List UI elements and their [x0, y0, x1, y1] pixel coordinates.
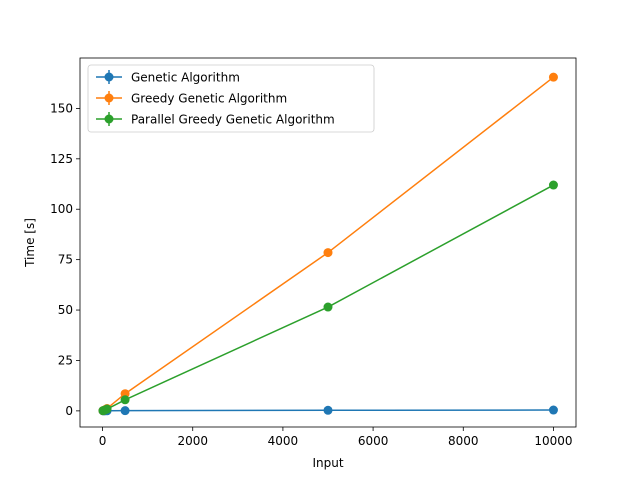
y-axis-label: Time [s]	[23, 218, 37, 268]
data-point	[323, 248, 333, 258]
x-axis-ticks: 0 2000 4000 6000 8000 10000	[99, 427, 573, 448]
y-tick-label: 50	[58, 303, 73, 317]
x-tick-label: 4000	[268, 434, 299, 448]
x-tick-label: 0	[99, 434, 107, 448]
legend: Genetic Algorithm Greedy Genetic Algorith…	[87, 64, 375, 133]
legend-label: Genetic Algorithm	[131, 71, 240, 85]
data-point	[548, 405, 558, 415]
data-point	[548, 72, 558, 82]
y-tick-label: 100	[50, 202, 73, 216]
plot-frame	[79, 57, 577, 428]
x-tick-label: 6000	[358, 434, 389, 448]
legend-entry: Parallel Greedy Genetic Algorithm	[96, 112, 335, 127]
legend-entry: Genetic Algorithm	[96, 70, 240, 85]
data-point	[120, 395, 130, 405]
legend-entry: Greedy Genetic Algorithm	[96, 91, 287, 106]
data-point	[548, 180, 558, 190]
series-3	[98, 180, 558, 416]
legend-label: Parallel Greedy Genetic Algorithm	[131, 113, 335, 127]
x-tick-label: 2000	[177, 434, 208, 448]
legend-marker	[104, 114, 114, 124]
series-layer	[98, 72, 558, 416]
legend-label: Greedy Genetic Algorithm	[131, 92, 287, 106]
legend-box	[87, 64, 375, 133]
legend-marker	[104, 72, 114, 82]
x-tick-label: 10000	[534, 434, 572, 448]
data-point	[323, 405, 333, 415]
x-tick-label: 8000	[448, 434, 479, 448]
data-point	[323, 302, 333, 312]
y-tick-label: 0	[65, 404, 73, 418]
legend-marker	[104, 93, 114, 103]
data-point	[120, 406, 130, 416]
y-tick-label: 150	[50, 101, 73, 115]
y-tick-label: 125	[50, 152, 73, 166]
y-tick-label: 75	[58, 253, 73, 267]
y-tick-label: 25	[58, 353, 73, 367]
data-point	[102, 404, 112, 414]
y-axis-ticks: 0 25 50 75 100 125 150	[50, 101, 80, 418]
x-axis-label: Input	[312, 456, 343, 470]
